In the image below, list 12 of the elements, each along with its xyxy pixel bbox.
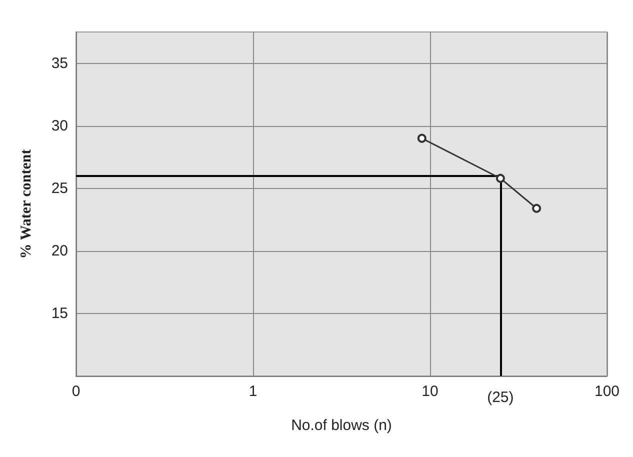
x-tick-label: 10: [422, 383, 438, 400]
x-axis-title: No.of blows (n): [291, 417, 392, 434]
ref-line-label: (25): [487, 389, 514, 406]
y-tick-label: 25: [51, 180, 68, 197]
x-tick-label: 1: [248, 383, 258, 400]
y-axis-title: % Water content: [18, 149, 34, 259]
y-tick-label: 15: [51, 304, 68, 322]
x-tick-label: 0: [72, 383, 80, 400]
y-tick-label: 35: [51, 54, 68, 72]
y-tick-label: 30: [51, 117, 68, 134]
x-tick-label: 100: [594, 383, 620, 400]
y-tick-label: 20: [51, 242, 68, 260]
